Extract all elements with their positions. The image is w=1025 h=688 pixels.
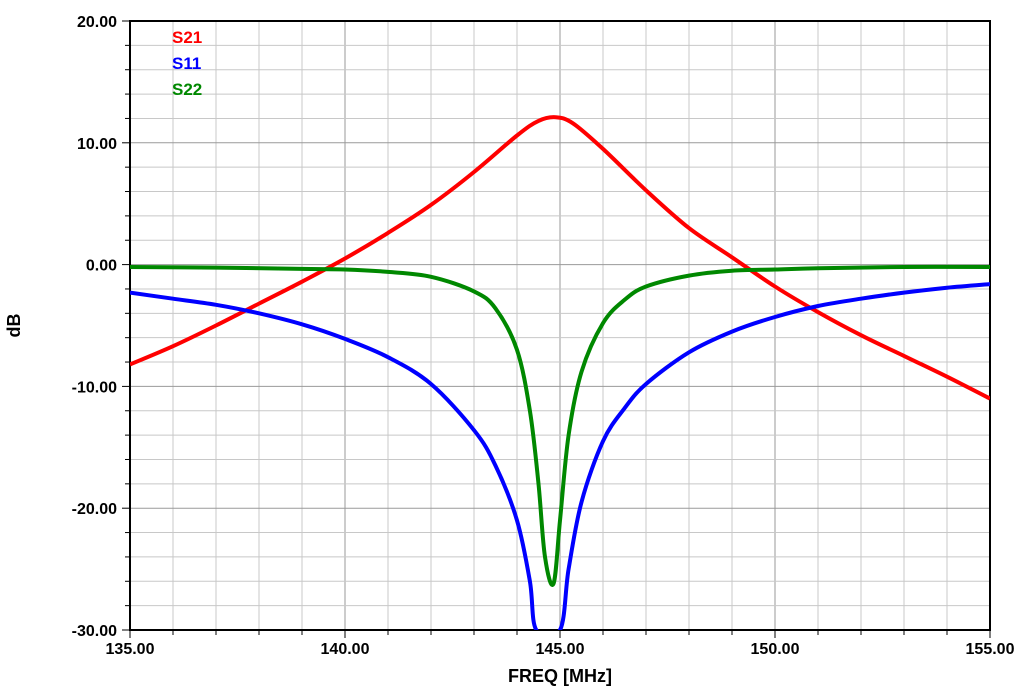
- x-tick-label: 150.00: [751, 641, 800, 658]
- x-tick-label: 135.00: [106, 641, 155, 658]
- y-tick-label: -20.00: [72, 501, 117, 518]
- y-tick-label: 0.00: [86, 258, 117, 275]
- x-axis-title: FREQ [MHz]: [508, 666, 612, 686]
- legend-label-s22: S22: [172, 80, 202, 99]
- x-tick-label: 145.00: [536, 641, 585, 658]
- series-line-s22: [130, 264, 990, 587]
- series-line-s21: [130, 115, 990, 401]
- y-tick-label: -10.00: [72, 379, 117, 396]
- x-tick-label: 140.00: [321, 641, 370, 658]
- x-tick-label: 155.00: [966, 641, 1015, 658]
- legend-label-s21: S21: [172, 28, 202, 47]
- y-tick-labels: 20.00 10.00 0.00 -10.00 -20.00 -30.00: [72, 14, 117, 640]
- y-axis-title: dB: [4, 314, 24, 338]
- legend: S21 S11 S22: [172, 28, 202, 99]
- series-line-s11: [130, 282, 990, 630]
- tick-marks: [122, 20, 991, 638]
- y-tick-label: 10.00: [77, 136, 117, 153]
- x-tick-labels: 135.00 140.00 145.00 150.00 155.00: [106, 641, 1015, 658]
- y-tick-label: -30.00: [72, 623, 117, 640]
- y-tick-label: 20.00: [77, 14, 117, 31]
- legend-label-s11: S11: [172, 54, 201, 73]
- series-lines: [130, 115, 990, 630]
